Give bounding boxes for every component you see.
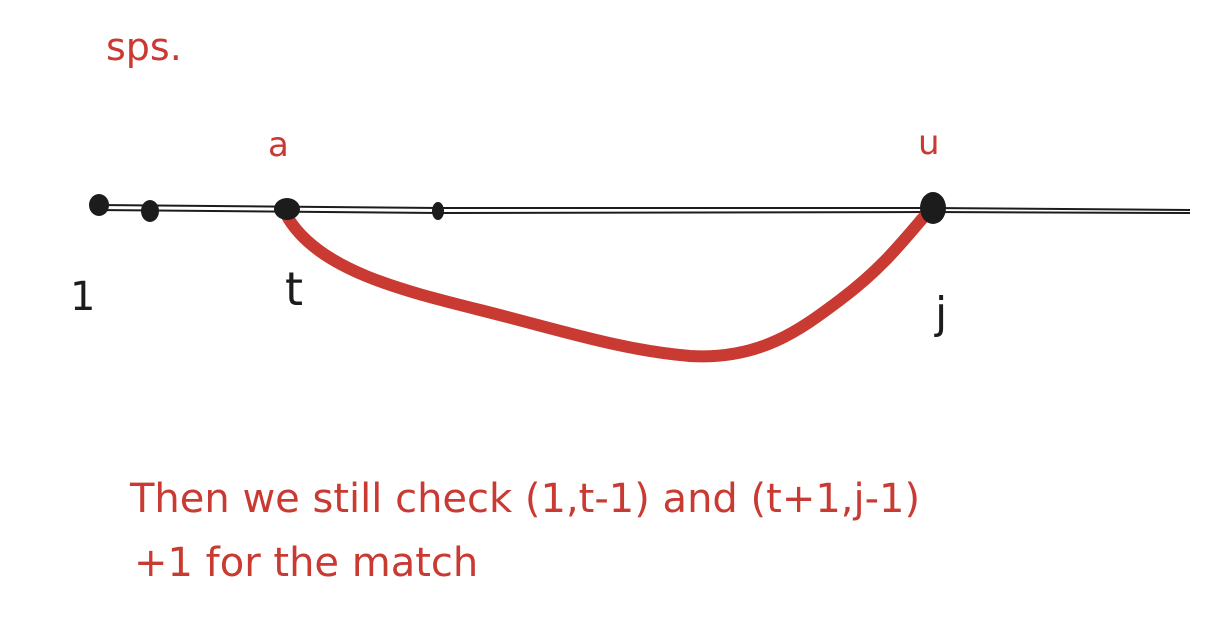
char-at-j: u (918, 123, 940, 163)
sequence-line (91, 204, 1191, 215)
dot-t (274, 198, 300, 220)
dot-j (920, 192, 946, 224)
dot-mid (432, 202, 444, 220)
label-1: 1 (70, 274, 95, 320)
note-line-2: +1 for the match (134, 540, 478, 586)
label-j: j (934, 288, 947, 339)
note-line-1: Then we still check (1,t-1) and (t+1,j-1… (129, 476, 920, 522)
dot-1 (89, 194, 109, 216)
position-dots (89, 192, 946, 224)
char-at-t: a (268, 125, 289, 165)
dot-2 (141, 200, 159, 222)
heading-text: sps. (106, 25, 182, 69)
label-t: t (285, 262, 303, 316)
match-arc (282, 206, 934, 363)
